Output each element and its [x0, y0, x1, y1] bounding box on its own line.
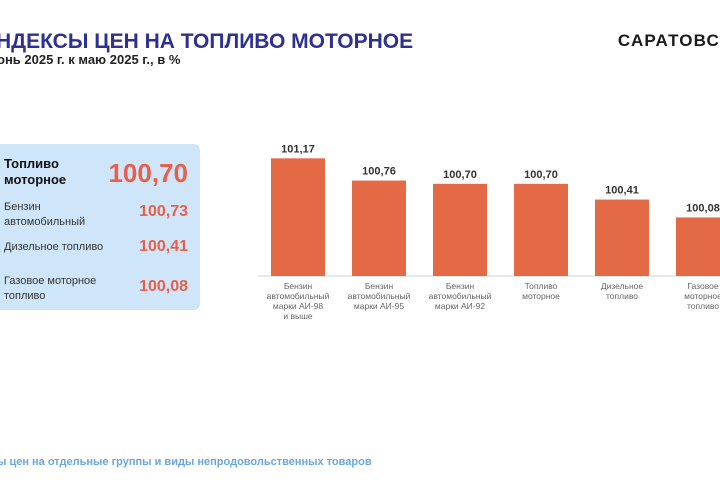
bar-value-label: 100,70	[443, 169, 477, 181]
page-subtitle: онь 2025 г. к маю 2025 г., в %	[0, 52, 181, 67]
category-label: Топливо моторное	[522, 281, 560, 301]
bar	[676, 217, 720, 276]
page-title: ндексы цен на топливо моторное	[0, 30, 414, 53]
footer-note: ы цен на отдельные группы и виды непродо…	[0, 456, 372, 468]
category-label: Бензин автомобильный марки АИ-98 и выше	[267, 281, 330, 321]
bar	[352, 180, 406, 276]
summary-value: 100,08	[139, 278, 188, 295]
summary-label: Газовое моторное топливо	[4, 275, 97, 302]
summary-panel: Топливо моторное 100,70 Бензин автомобил…	[0, 144, 200, 310]
bar	[271, 158, 325, 276]
category-label: Бензин автомобильный марки АИ-95	[348, 281, 411, 311]
bar	[433, 183, 487, 276]
summary-value: 100,73	[139, 203, 188, 220]
summary-value: 100,41	[139, 238, 188, 255]
bar-value-label: 100,76	[362, 166, 396, 178]
bar-value-label: 100,08	[686, 202, 720, 214]
category-label: Дизельное топливо	[601, 281, 644, 301]
bar	[595, 199, 649, 276]
summary-label: Топливо моторное	[4, 156, 67, 187]
bar	[514, 183, 568, 276]
summary-label: Бензин автомобильный	[4, 201, 86, 228]
bar-value-label: 100,41	[605, 185, 639, 197]
category-label: Бензин автомобильный марки АИ-92	[429, 281, 492, 311]
region-name: САРАТОВС	[617, 31, 720, 50]
category-label: Газовое моторное топливо	[684, 281, 720, 311]
summary-label: Дизельное топливо	[4, 241, 104, 253]
bar-value-label: 100,70	[524, 169, 558, 181]
summary-value: 100,70	[108, 158, 188, 188]
bar-value-label: 101,17	[281, 143, 315, 155]
